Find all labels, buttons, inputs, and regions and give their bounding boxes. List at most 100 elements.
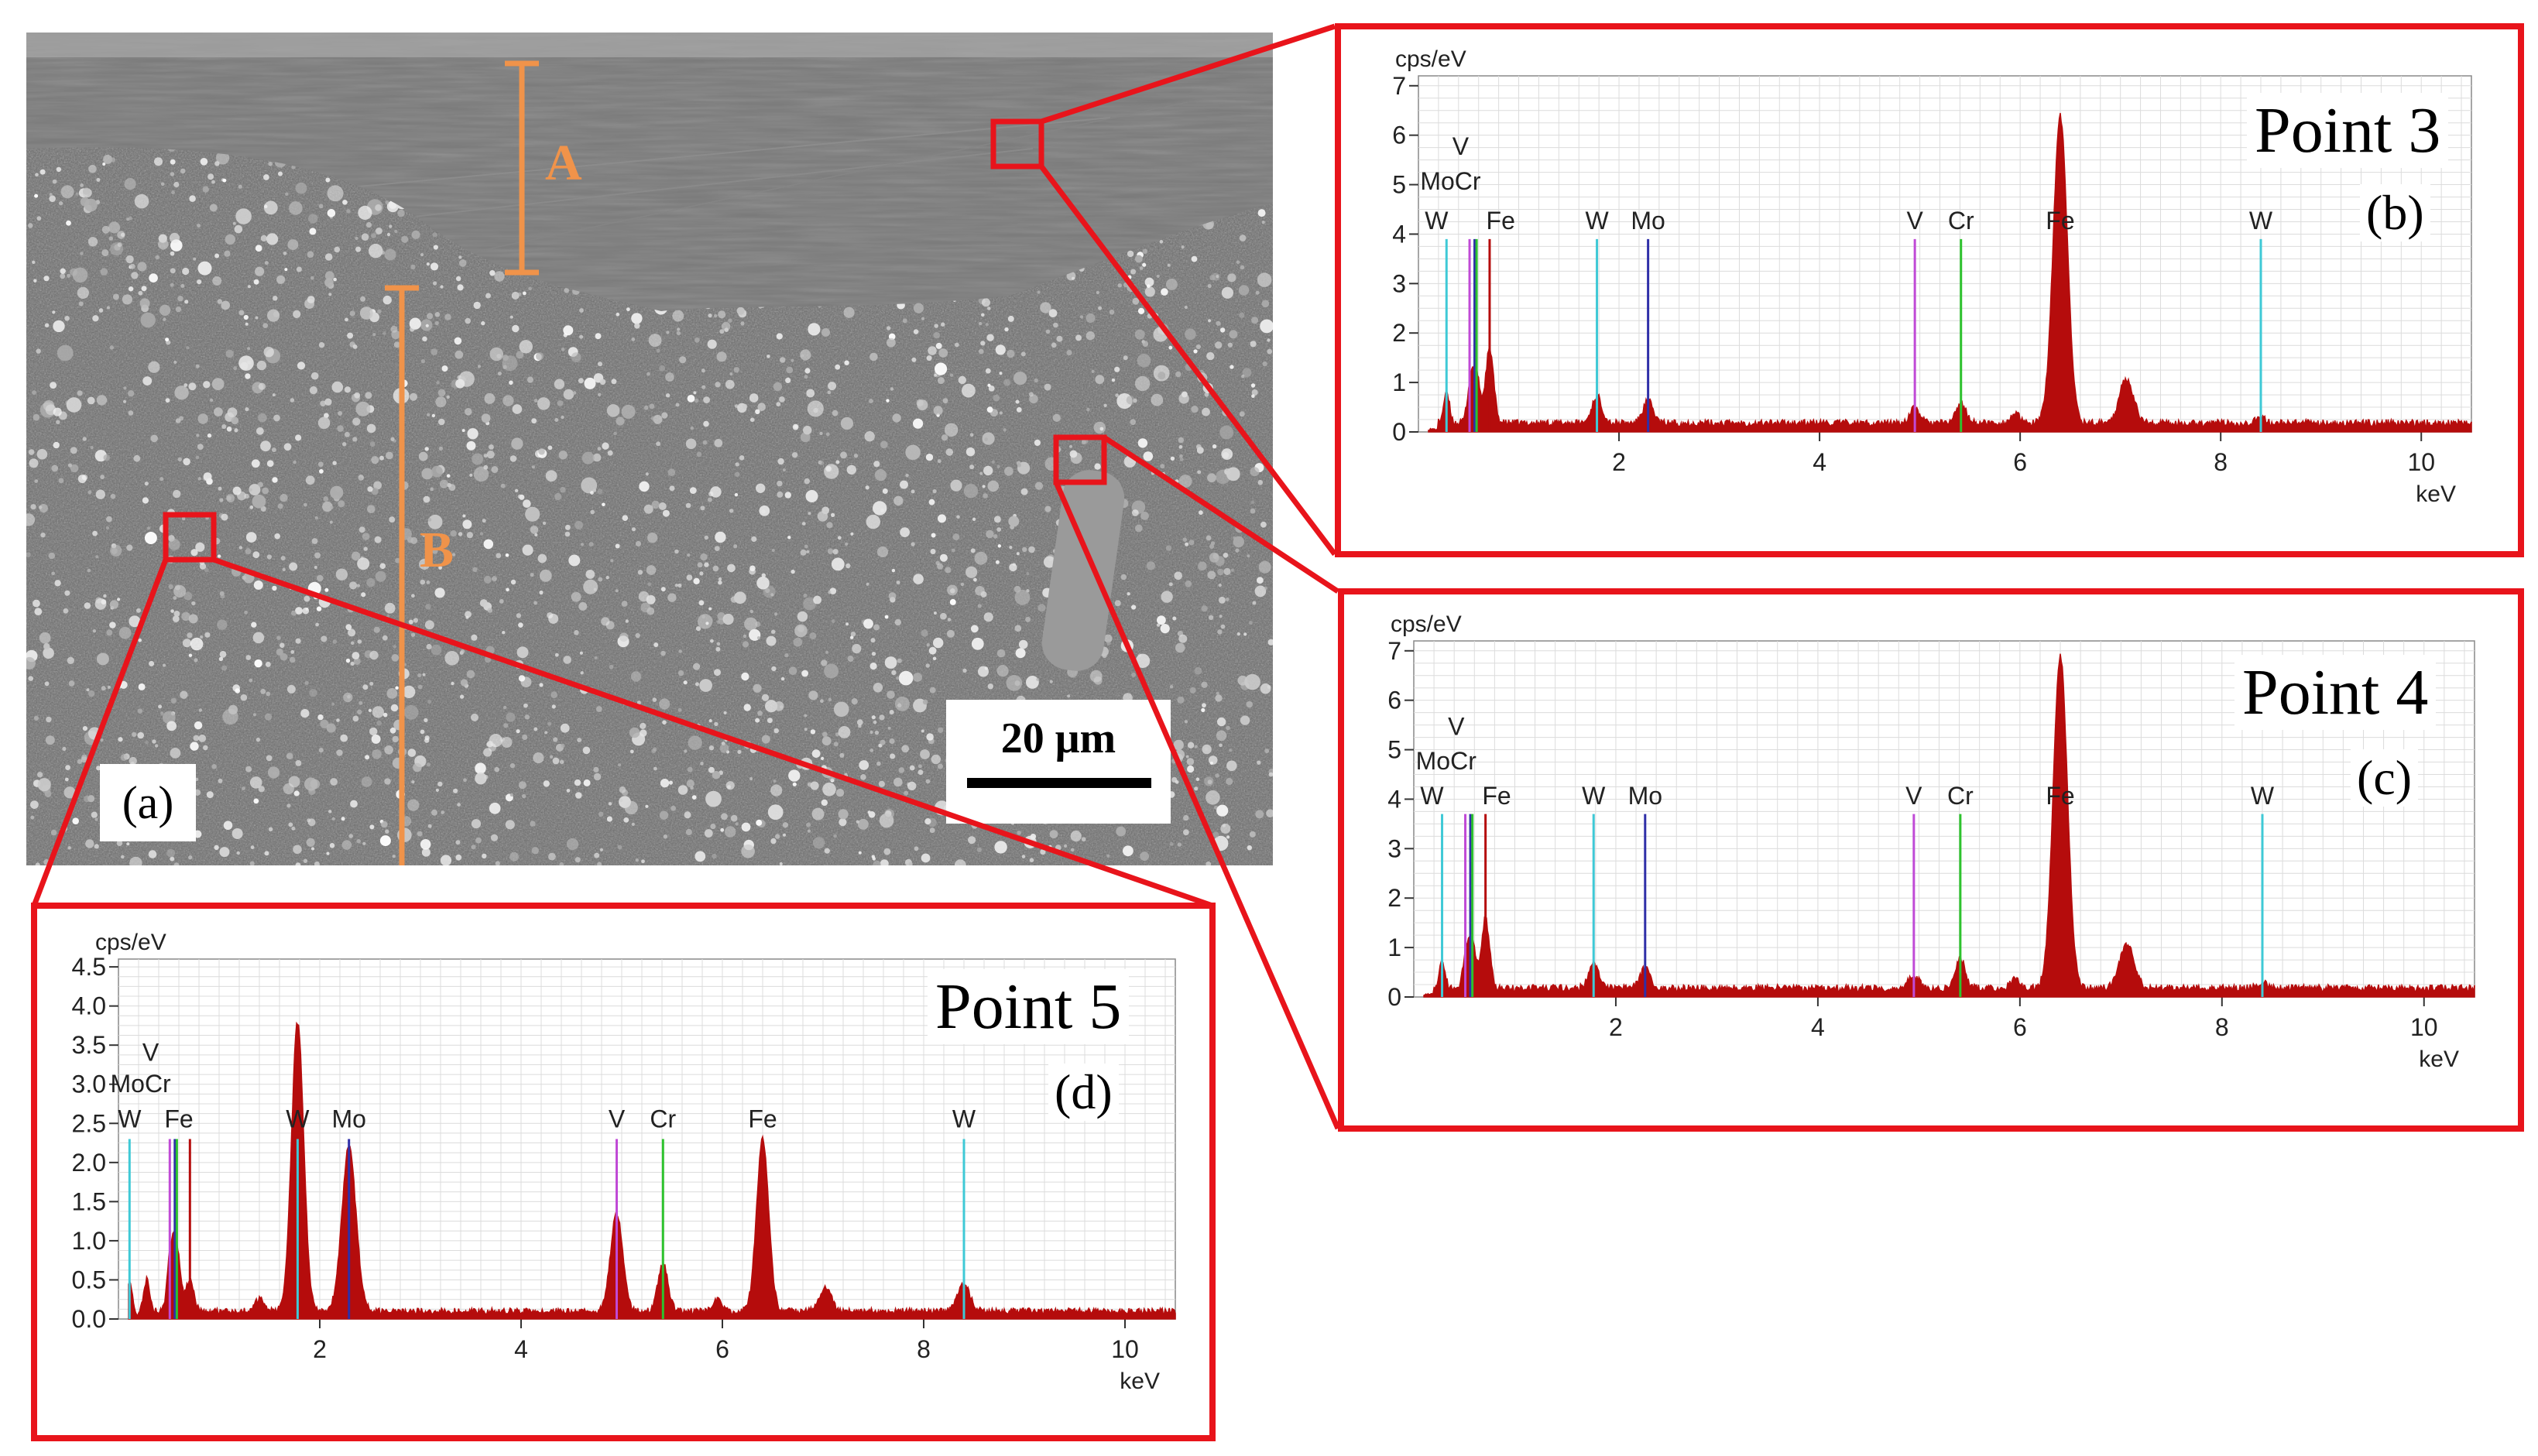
sem-particle (827, 548, 834, 554)
sem-particle (32, 390, 36, 395)
sem-particle (418, 451, 428, 461)
sem-particle (52, 310, 56, 314)
sem-particle (78, 301, 84, 307)
sem-particle (473, 466, 489, 482)
sem-particle (58, 478, 64, 484)
sem-particle (996, 527, 1002, 532)
sem-particle (260, 440, 271, 452)
element-label: Cr (650, 1105, 676, 1132)
sem-particle (995, 344, 1006, 355)
sem-particle (978, 348, 984, 355)
sem-annotations: A B 20 μm (a) (26, 33, 1273, 865)
layer-b-bracket (385, 285, 419, 865)
sem-particle (991, 460, 995, 464)
sem-particle (935, 342, 942, 349)
sem-particle (142, 497, 149, 504)
sem-particle (324, 398, 332, 406)
sem-particle (221, 513, 228, 521)
sem-particle (715, 531, 726, 543)
sem-particle (263, 204, 268, 209)
sem-particle (150, 434, 158, 443)
sem-particle (545, 470, 557, 482)
sem-particle (911, 489, 915, 494)
element-label: Mo (331, 1105, 365, 1132)
sem-particle (801, 522, 806, 526)
sem-particle (1034, 439, 1041, 447)
sem-particle (588, 542, 594, 546)
sem-particle (183, 591, 193, 601)
sem-particle (739, 455, 745, 461)
sem-particle (969, 433, 974, 437)
sem-particle (942, 398, 948, 404)
sem-particle (29, 458, 39, 468)
sem-particle (892, 413, 901, 423)
sem-particle (728, 318, 732, 323)
sem-particle (437, 389, 446, 397)
sem-particle (66, 220, 71, 226)
sem-particle (140, 312, 156, 328)
sem-particle (578, 378, 584, 384)
sem-particle (771, 548, 775, 553)
sem-particle (724, 327, 729, 333)
sem-particle (835, 460, 840, 464)
sem-particle (280, 494, 288, 502)
sem-particle (701, 368, 705, 373)
sem-particle (216, 151, 230, 165)
sem-particle (707, 497, 712, 502)
sem-particle (677, 327, 681, 331)
y-tick-label: 1 (1387, 934, 1401, 961)
sem-particle (58, 200, 63, 206)
layer-a-bracket (505, 60, 539, 276)
y-tick-label: 4 (1392, 220, 1406, 248)
sem-particle (450, 530, 457, 537)
sem-particle (218, 486, 222, 491)
x-tick-label: 2 (1612, 448, 1626, 476)
sem-particle (702, 440, 708, 445)
sem-particle (377, 309, 382, 314)
sem-particle (667, 468, 676, 476)
sem-particle (509, 315, 513, 319)
y-tick-label: 2 (1392, 319, 1406, 347)
sem-particle (245, 407, 249, 412)
sem-particle (658, 502, 667, 510)
sem-particle (751, 536, 757, 543)
sem-particle (434, 320, 439, 326)
sem-particle (840, 416, 853, 430)
sem-particle (563, 389, 574, 400)
sem-particle (436, 381, 440, 385)
sem-particle (255, 316, 259, 320)
sem-particle (28, 449, 35, 455)
sem-particle (759, 505, 770, 516)
sem-particle (131, 272, 139, 279)
sem-particle (235, 208, 252, 224)
sem-particle (965, 447, 976, 457)
sem-particle (186, 346, 190, 350)
sem-particle (431, 413, 436, 418)
spectrum-panel-b: 0 1 2 3 4 5 6 7 2 4 6 8 10 cps/eV keV V MoCr W Fe W Mo V Cr Fe W… (1335, 23, 2524, 557)
sem-particle (142, 376, 153, 385)
sem-particle (170, 159, 176, 165)
sem-particle (32, 260, 36, 264)
sem-particle (214, 253, 220, 259)
y-tick-label: 4.5 (72, 953, 106, 981)
sem-particle (342, 442, 347, 447)
element-label: V (1906, 207, 1923, 235)
sem-particle (880, 440, 888, 449)
sem-particle (355, 236, 358, 241)
sem-particle (232, 221, 236, 225)
sem-particle (707, 339, 717, 349)
sem-particle (43, 276, 50, 282)
sem-particle (777, 491, 784, 498)
sem-particle (214, 407, 223, 416)
sem-particle (108, 221, 121, 234)
sem-particle (905, 444, 921, 461)
sem-particle (1016, 552, 1020, 556)
sem-particle (256, 360, 267, 371)
sem-particle (837, 536, 842, 540)
sem-particle (317, 461, 324, 468)
sem-particle (983, 493, 988, 498)
sem-particle (734, 404, 739, 409)
y-tick-label: 2.0 (72, 1149, 106, 1177)
sem-particle (598, 392, 602, 396)
sem-particle (198, 735, 207, 742)
